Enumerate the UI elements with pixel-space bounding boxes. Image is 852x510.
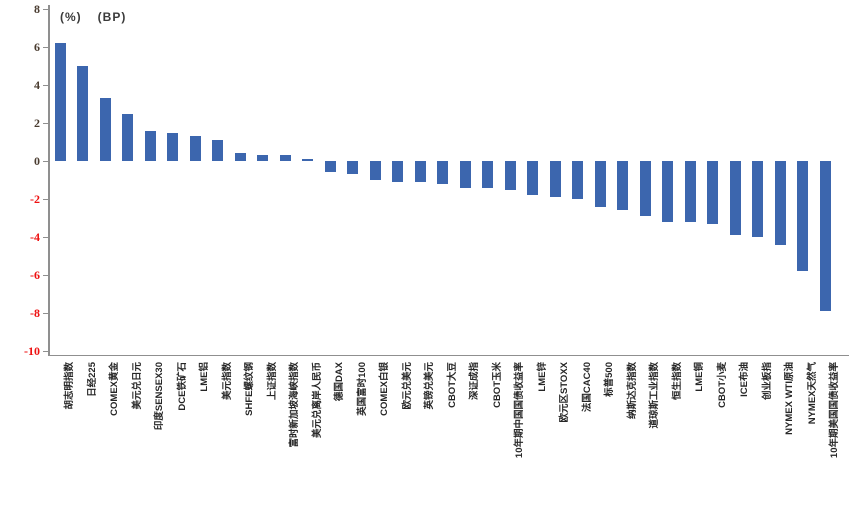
y-axis-tick-label: -4 [30,230,40,244]
bar [437,161,448,184]
x-axis-label: 上证指数 [266,362,278,401]
x-axis-label: 欧元区STOXX [559,362,570,423]
bar [482,161,493,188]
bar [392,161,403,182]
bar [54,43,66,161]
x-axis-label: NYMEX WTI原油 [784,362,795,435]
x-axis-label: NYMEX天然气 [806,362,818,425]
x-axis-label: 日经225 [86,362,98,397]
x-axis-label: 美元兑离岸人民币 [311,362,323,439]
x-axis-label: ICE布油 [739,362,750,397]
x-axis-label: CBOT玉米 [491,362,503,408]
bar [99,98,111,161]
bar [324,161,336,173]
bar [752,161,763,237]
x-axis-label: LME锌 [536,362,548,392]
y-axis-tick-label: 0 [34,154,40,168]
x-axis-label: COMEX黄金 [109,362,120,416]
x-axis-label: 标普500 [604,362,615,397]
bar [549,161,561,198]
bar [662,161,673,222]
y-axis-tick [43,199,48,200]
x-axis-label: 英镑兑美元 [424,362,435,410]
x-axis-label: 恒生指数 [671,362,683,401]
y-axis-tick-label: -10 [24,344,40,358]
bar [279,155,291,161]
bar [302,159,313,161]
x-axis-label: LME铜 [694,362,705,392]
x-axis-line [48,355,849,356]
x-axis-label: CBOT小麦 [716,362,728,408]
bar [212,140,223,161]
bar [639,161,651,217]
x-axis-label: 美元指数 [221,362,233,401]
bar [257,155,268,161]
unit-percent-label: (%) [60,10,82,24]
x-axis-label: SHFE螺纹钢 [244,362,255,416]
bar [189,136,201,161]
y-axis-tick [43,275,48,276]
bar [819,161,831,312]
y-axis-tick [43,237,48,238]
y-axis-line [48,5,50,355]
y-axis-tick-label: -6 [30,268,40,282]
y-axis-tick-label: -2 [30,192,40,206]
y-axis-tick [43,161,48,162]
bar [617,161,628,211]
x-axis-label: LME铝 [199,362,210,392]
bar [594,161,606,207]
x-axis-label: 纳斯达克指数 [626,362,638,420]
bar [774,161,786,245]
y-axis-tick-label: 4 [34,78,40,92]
bar [347,161,358,175]
x-axis-label: 德国DAX [334,362,345,402]
x-axis-label: 深证成指 [469,362,480,401]
bar [729,161,741,236]
x-axis-label: CBOT大豆 [446,362,458,408]
bar [144,130,156,161]
bar [459,161,471,188]
y-axis-tick [43,351,48,352]
bar [167,132,178,161]
x-axis-label: COMEX白银 [379,362,390,416]
bar [684,161,696,222]
bar [797,161,808,272]
x-axis-label: 印度SENSEX30 [154,362,165,431]
x-axis-label: 法国CAC40 [581,362,593,413]
y-axis-tick [43,47,48,48]
y-axis-tick [43,85,48,86]
x-axis-label: 道琼斯工业指数 [649,362,660,429]
x-axis-label: 创业板指 [761,362,773,401]
x-axis-label: 胡志明指数 [64,362,75,410]
bar [234,153,246,161]
x-axis-label: 英国富时100 [356,362,368,416]
y-axis-tick [43,313,48,314]
y-axis-tick-label: -8 [30,306,40,320]
y-axis-tick-label: 2 [34,116,40,130]
bar [527,161,538,196]
axis-units: (%) (BP) [60,10,126,24]
bar [572,161,583,199]
y-axis-tick [43,123,48,124]
unit-bp-label: (BP) [97,10,127,24]
x-axis-label: 10年期中国国债收益率 [514,362,525,459]
bar [77,66,88,161]
bar [504,161,516,190]
bar [707,161,718,224]
x-axis-label: 美元兑日元 [131,362,143,410]
x-axis-label: 欧元兑美元 [401,362,413,410]
y-axis-tick [43,9,48,10]
x-axis-label: 富时新加坡海峡指数 [289,362,300,448]
x-axis-label: DCE铁矿石 [176,362,188,411]
y-axis-tick-label: 8 [34,2,40,16]
y-axis-tick-label: 6 [34,40,40,54]
x-axis-label: 10年期美国国债收益率 [829,362,840,459]
bar [122,113,133,161]
bar [369,161,381,180]
bar [414,161,426,182]
